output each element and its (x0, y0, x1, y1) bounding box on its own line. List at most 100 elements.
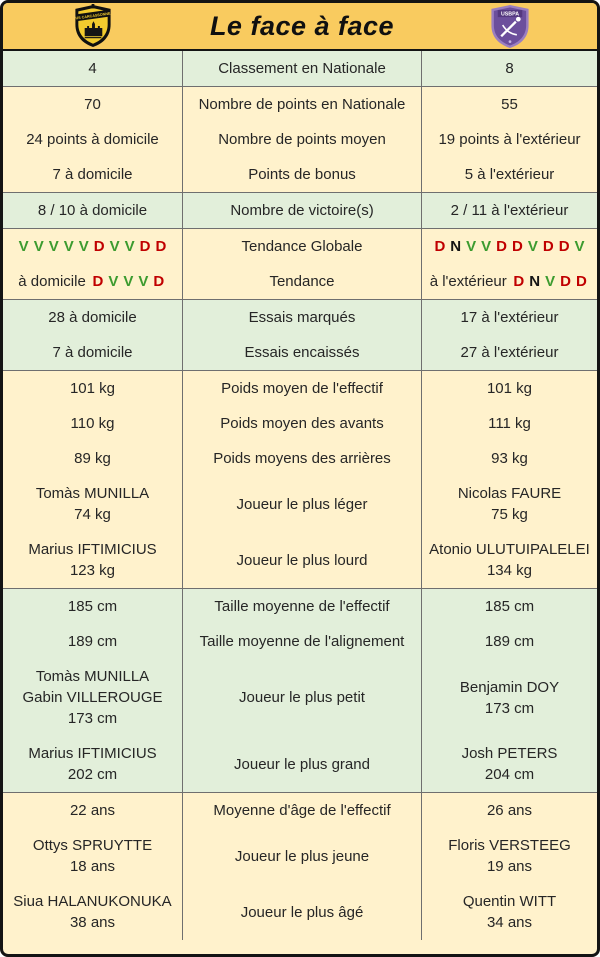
team-value-cell-left: Ottys SPRUYTTE 18 ans (3, 828, 182, 884)
team-value-cell-right: 17 à l'extérieur (422, 300, 597, 335)
text-line: 7 à domicile (52, 344, 133, 361)
stat-label-cell: Points de bonus (182, 157, 422, 192)
team-value-cell-left: Tomàs MUNILLA Gabin VILLEROUGE 173 cm (3, 659, 182, 736)
result-letter: D (139, 238, 151, 255)
stat-label-cell: Joueur le plus jeune (182, 828, 422, 884)
stat-label-cell: Poids moyen des avants (182, 406, 422, 441)
text-line: 189 cm (484, 633, 535, 650)
text-line: Joueur le plus lourd (236, 551, 368, 569)
text-line: 189 cm (67, 633, 118, 650)
text-line: 110 kg (70, 415, 115, 432)
team-value-cell-right: 189 cm (422, 624, 597, 659)
text-line: 38 ans (69, 914, 116, 931)
team-value-cell-right: 111 kg (422, 406, 597, 441)
text-line: 4 (88, 60, 97, 77)
stat-label-cell: Tendance Globale (182, 229, 422, 264)
team-value-cell-left: 22 ans (3, 793, 182, 828)
text-line: 111 kg (488, 415, 531, 432)
text-line: Poids moyen de l'effectif (221, 380, 383, 397)
table-row: 101 kg Poids moyen de l'effectif 101 kg (3, 371, 597, 406)
text-line: 7 à domicile (52, 166, 133, 183)
section-classement: 4 Classement en Nationale 8 (3, 51, 597, 86)
text-line: Benjamin DOY (459, 678, 560, 696)
table-row: 4 Classement en Nationale 8 (3, 51, 597, 86)
table-row: 89 kg Poids moyens des arrières 93 kg (3, 441, 597, 476)
result-letter: D (575, 273, 587, 290)
text-line: Gabin VILLEROUGE (22, 689, 163, 706)
team-value-cell-right: Quentin WITT 34 ans (422, 884, 597, 940)
text-line: Tendance Globale (241, 238, 363, 255)
text-line: Joueur le plus grand (234, 755, 370, 773)
text-line: 185 cm (484, 598, 535, 615)
team-value-cell-right: Floris VERSTEEG 19 ans (422, 828, 597, 884)
text-line: 34 ans (486, 914, 533, 931)
team-value-cell-right: Josh PETERS 204 cm (422, 736, 597, 792)
result-letter: D (155, 238, 167, 255)
text-line: 24 points à domicile (26, 131, 159, 148)
text-line: Marius IFTIMICIUS (28, 541, 157, 558)
text-line: Joueur le plus jeune (234, 847, 370, 865)
usbpa-badge-label: USBPA (500, 11, 518, 17)
team-value-cell-right: 185 cm (422, 589, 597, 624)
text-line: 22 ans (69, 802, 116, 819)
table-row: V V V V V D V V D D Tendance Globale D N V V D D V D D V (3, 229, 597, 264)
comparison-table: 4 Classement en Nationale 8 70 Nombre de poi… (3, 51, 597, 954)
section-essais: 28 à domicile Essais marqués 17 à l'extéri… (3, 299, 597, 370)
result-letter: V (18, 238, 29, 255)
header-bar: US CARCASSONNE Le face à face USBPA (3, 3, 597, 51)
result-letter: N (450, 238, 462, 255)
team-value-cell-right: 101 kg (422, 371, 597, 406)
text-line: 101 kg (69, 380, 116, 397)
result-letter: V (33, 238, 44, 255)
text-line: 75 kg (491, 506, 528, 523)
stat-label-cell: Nombre de victoire(s) (182, 193, 422, 228)
text-line: 173 cm (484, 699, 535, 717)
text-line: 8 / 10 à domicile (37, 202, 148, 219)
stat-label-cell: Joueur le plus petit (182, 659, 422, 736)
stat-label-cell: Nombre de points en Nationale (182, 87, 422, 122)
table-row: Marius IFTIMICIUS 123 kg Joueur le plus lo… (3, 532, 597, 588)
result-letter: V (574, 238, 585, 255)
text-line: 185 cm (67, 598, 118, 615)
team-value-cell-right: 2 / 11 à l'extérieur (422, 193, 597, 228)
result-letter: V (108, 273, 119, 290)
team-value-cell-left: Tomàs MUNILLA 74 kg (3, 476, 182, 532)
team-value-cell-left: 7 à domicile (3, 157, 182, 192)
section-tailles: 185 cm Taille moyenne de l'effectif 185 cm… (3, 588, 597, 792)
stat-label-cell: Moyenne d'âge de l'effectif (182, 793, 422, 828)
text-line: Taille moyenne de l'alignement (199, 633, 405, 650)
carcassonne-badge-label: US CARCASSONNE (75, 11, 111, 20)
team-value-cell-left: 4 (3, 51, 182, 86)
usbpa-badge-icon: USBPA (490, 4, 529, 48)
section-victoires: 8 / 10 à domicile Nombre de victoire(s) 2 … (3, 192, 597, 228)
table-row: 189 cm Taille moyenne de l'alignement 189 … (3, 624, 597, 659)
text-line: Moyenne d'âge de l'effectif (213, 802, 391, 819)
table-row: Ottys SPRUYTTE 18 ans Joueur le plus jeune… (3, 828, 597, 884)
left-badge-wrap: US CARCASSONNE (3, 3, 182, 49)
stat-label-cell: Joueur le plus âgé (182, 884, 422, 940)
text-line: Essais encaissés (244, 344, 360, 361)
table-row: Marius IFTIMICIUS 202 cm Joueur le plus gr… (3, 736, 597, 792)
text-line: Nombre de points moyen (218, 131, 386, 148)
text-line: 101 kg (486, 380, 533, 397)
team-value-cell-left: 185 cm (3, 589, 182, 624)
text-line: Tomàs MUNILLA (35, 485, 150, 502)
result-letter: D (153, 273, 165, 290)
team-value-cell-left: 89 kg (3, 441, 182, 476)
result-letter: D (513, 273, 525, 290)
text-line: Floris VERSTEEG (448, 837, 571, 854)
result-letter: D (434, 238, 446, 255)
team-value-cell-right: Nicolas FAURE 75 kg (422, 476, 597, 532)
text-line: Ottys SPRUYTTE (32, 837, 153, 854)
text-line: 2 / 11 à l'extérieur (450, 202, 569, 219)
table-row: 7 à domicile Points de bonus 5 à l'extérie… (3, 157, 597, 192)
result-letter: N (529, 273, 541, 290)
team-value-cell-left: 110 kg (3, 406, 182, 441)
result-letter: D (512, 238, 523, 255)
text-line: Taille moyenne de l'effectif (214, 598, 390, 615)
